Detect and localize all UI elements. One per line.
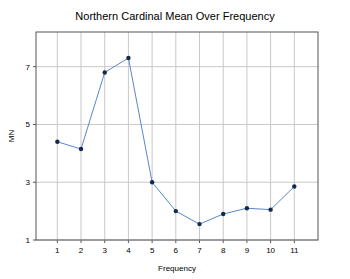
data-point xyxy=(221,212,225,216)
data-point xyxy=(245,206,249,210)
x-tick-label: 3 xyxy=(102,246,107,255)
y-tick-label: 3 xyxy=(26,178,31,187)
title: Northern Cardinal Mean Over Frequency xyxy=(75,10,275,22)
y-grid-line xyxy=(36,124,318,125)
x-tick-label: 8 xyxy=(221,246,226,255)
data-point xyxy=(55,140,59,144)
data-point xyxy=(103,70,107,74)
x-grid-line xyxy=(175,32,176,240)
x-grid-line xyxy=(223,32,224,240)
y-tick-label: 1 xyxy=(26,236,31,245)
data-point xyxy=(292,184,296,188)
y-grid-line xyxy=(36,66,318,67)
x-tick-label: 7 xyxy=(197,246,202,255)
data-point xyxy=(197,222,201,226)
plot-area xyxy=(55,56,296,227)
x-tick-label: 5 xyxy=(150,246,155,255)
x-grid-line xyxy=(152,32,153,240)
x-tick-label: 9 xyxy=(245,246,250,255)
plot-frame xyxy=(36,32,318,240)
x-tick-label: 6 xyxy=(174,246,179,255)
x-tick-label: 4 xyxy=(126,246,131,255)
x-tick-label: 1 xyxy=(55,246,60,255)
x-grid-line xyxy=(81,32,82,240)
data-line xyxy=(57,58,294,224)
x-grid-line xyxy=(57,32,58,240)
chart-container: Northern Cardinal Mean Over Frequency 1 2 3… xyxy=(0,0,350,279)
x-grid-line xyxy=(294,32,295,240)
x-grid-line xyxy=(128,32,129,240)
x-tick-label: 2 xyxy=(79,246,84,255)
y-tick-label: 5 xyxy=(26,120,31,129)
y-tick-label: 7 xyxy=(26,63,31,72)
x-tick-label: 11 xyxy=(290,246,299,255)
x-axis-label: Frequency xyxy=(158,264,196,273)
x-tick-label: 10 xyxy=(266,246,275,255)
data-point xyxy=(174,209,178,213)
data-point xyxy=(150,180,154,184)
y-grid-line xyxy=(36,182,318,183)
x-grid-line xyxy=(104,32,105,240)
data-point xyxy=(126,56,130,60)
data-point xyxy=(79,147,83,151)
y-axis-label: MN xyxy=(7,130,16,143)
data-point xyxy=(268,207,272,211)
background xyxy=(0,0,350,279)
chart-svg: Northern Cardinal Mean Over Frequency 1 2 3… xyxy=(0,0,350,279)
x-grid-line xyxy=(199,32,200,240)
